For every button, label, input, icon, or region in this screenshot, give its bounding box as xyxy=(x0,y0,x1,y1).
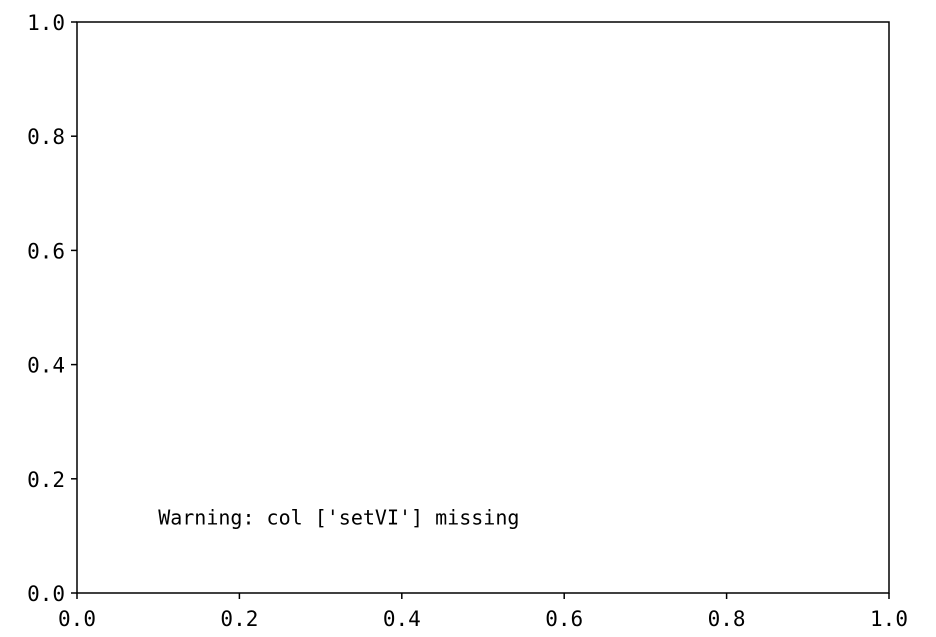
y-tick-label: 0.2 xyxy=(27,468,65,492)
y-tick-label: 0.4 xyxy=(27,354,65,378)
axes-frame xyxy=(76,21,890,594)
x-axis: 0.0 0.2 0.4 0.6 0.8 1.0 xyxy=(58,593,908,631)
y-tick-label: 0.8 xyxy=(27,125,65,149)
warning-annotation: Warning: col ['setVI'] missing xyxy=(158,505,519,529)
annotations: Warning: col ['setVI'] missing xyxy=(158,505,519,529)
x-tick-label: 0.0 xyxy=(58,607,96,631)
y-tick-label: 0.0 xyxy=(27,582,65,606)
axes-spines xyxy=(76,21,890,594)
y-tick-label: 0.6 xyxy=(27,239,65,263)
x-tick-label: 0.2 xyxy=(220,607,258,631)
x-tick-label: 0.6 xyxy=(545,607,583,631)
x-tick-label: 0.4 xyxy=(383,607,421,631)
y-tick-label: 1.0 xyxy=(27,11,65,35)
x-tick-label: 0.8 xyxy=(708,607,746,631)
y-axis: 0.0 0.2 0.4 0.6 0.8 1.0 xyxy=(27,11,77,606)
x-tick-label: 1.0 xyxy=(870,607,908,631)
